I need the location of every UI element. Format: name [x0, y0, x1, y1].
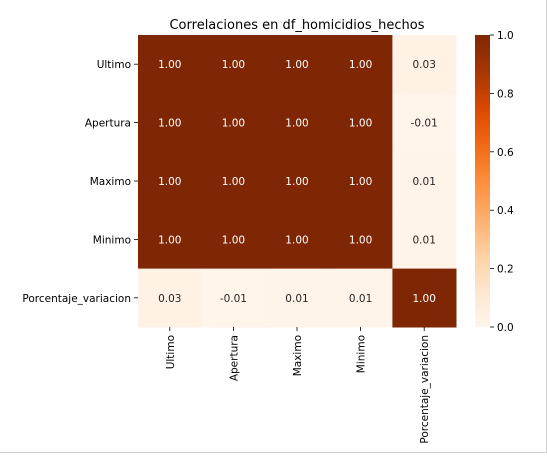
cell-value-label: 1.00: [349, 59, 372, 71]
cell-value-label: 0.01: [413, 176, 436, 188]
cell-value-label: 0.01: [285, 293, 308, 305]
cell-value-label: 1.00: [285, 234, 308, 246]
heatmap-cell: [138, 35, 203, 94]
heatmap-cell: [328, 93, 393, 153]
heatmap-cell: [201, 268, 266, 328]
heatmap-cell: [138, 151, 203, 211]
column-label: Maximo: [292, 335, 304, 376]
heatmap-cell: [265, 210, 330, 270]
colorbar-gradient: [475, 35, 490, 327]
cell-value-label: 1.00: [158, 118, 181, 130]
cell-value-label: 1.00: [222, 59, 245, 71]
heatmap-cell: [328, 210, 393, 270]
colorbar-tick-label: 0.8: [497, 88, 514, 100]
column-label: Ultimo: [165, 335, 177, 369]
cell-value-label: 0.01: [413, 234, 436, 246]
cell-value-label: 1.00: [222, 118, 245, 130]
heatmap-cell: [138, 210, 203, 270]
column-label: Porcentaje_variacion: [419, 335, 431, 444]
heatmap-cell: [328, 268, 393, 328]
colorbar-tick-label: 0.2: [497, 264, 514, 276]
cell-value-label: 1.00: [158, 176, 181, 188]
heatmap-cell: [201, 210, 266, 270]
colorbar-tick-label: 0.4: [497, 205, 514, 217]
heatmap-cell: [138, 268, 203, 328]
heatmap-cell: [392, 210, 457, 270]
row-label: Porcentaje_variacion: [22, 293, 131, 305]
heatmap-cell: [392, 151, 457, 211]
heatmap-cell: [201, 93, 266, 153]
column-label: Apertura: [228, 335, 240, 381]
colorbar: 0.0 0.2 0.4 0.6 0.8 1.0: [475, 30, 514, 334]
column-label: Minimo: [356, 335, 368, 373]
heatmap-cell: [138, 93, 203, 153]
row-labels: Ultimo Apertura Maximo Minimo Porcentaje_var…: [22, 59, 138, 305]
colorbar-tick-label: 0.0: [497, 322, 514, 334]
cell-value-label: 1.00: [158, 234, 181, 246]
cell-value-label: -0.01: [220, 293, 247, 305]
heatmap-cell: [265, 93, 330, 153]
row-label: Apertura: [85, 118, 131, 130]
cell-value-label: 1.00: [349, 176, 372, 188]
chart-title: Correlaciones en df_homicidios_hechos: [169, 18, 424, 33]
heatmap-cell: [265, 151, 330, 211]
heatmap-cells: 1.00 1.00 1.00 1.00 0.03 1.00 1.00 1.00 1.00 -0.0…: [138, 35, 457, 328]
heatmap-cell: [201, 151, 266, 211]
colorbar-tick-label: 1.0: [497, 30, 514, 42]
row-label: Ultimo: [97, 59, 131, 71]
cell-value-label: 0.03: [413, 59, 436, 71]
cell-value-label: 1.00: [222, 176, 245, 188]
heatmap-cell: [392, 35, 457, 94]
heatmap-cell: [328, 35, 393, 94]
column-labels: Ultimo Apertura Maximo Minimo Porcentaje_var…: [165, 327, 431, 444]
cell-value-label: 1.00: [413, 293, 436, 305]
row-label: Maximo: [90, 176, 131, 188]
heatmap-cell: [392, 93, 457, 153]
cell-value-label: 1.00: [222, 234, 245, 246]
heatmap-cell: [201, 35, 266, 94]
cell-value-label: 0.03: [158, 293, 181, 305]
heatmap-cell: [265, 268, 330, 328]
heatmap-cell: [265, 35, 330, 94]
row-label: Minimo: [93, 234, 131, 246]
cell-value-label: 1.00: [349, 118, 372, 130]
colorbar-tick-label: 0.6: [497, 147, 514, 159]
cell-value-label: 0.01: [349, 293, 372, 305]
heatmap-cell: [392, 268, 457, 328]
cell-value-label: 1.00: [285, 59, 308, 71]
heatmap-cell: [328, 151, 393, 211]
cell-value-label: -0.01: [411, 118, 438, 130]
cell-value-label: 1.00: [349, 234, 372, 246]
cell-value-label: 1.00: [285, 118, 308, 130]
cell-value-label: 1.00: [158, 59, 181, 71]
cell-value-label: 1.00: [285, 176, 308, 188]
